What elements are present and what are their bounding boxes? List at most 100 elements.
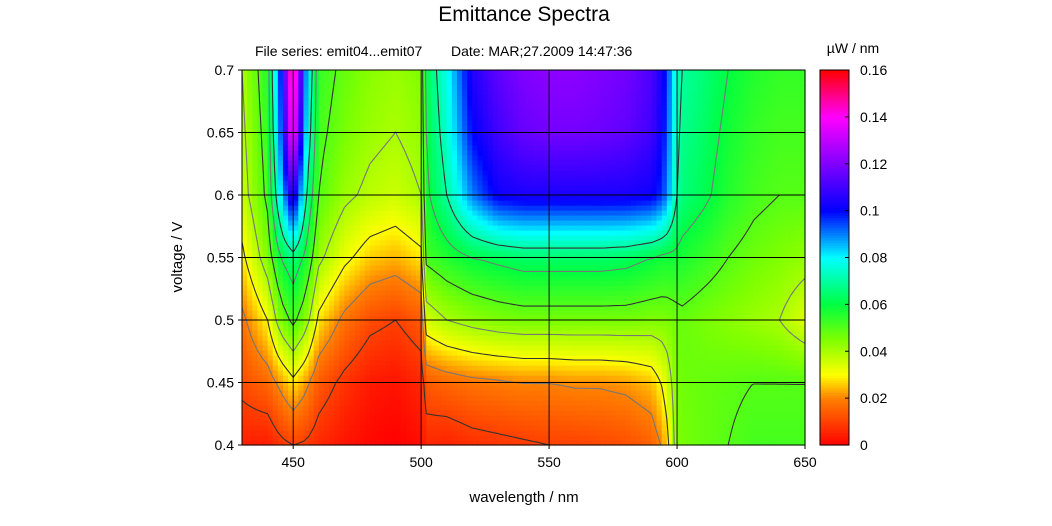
heatmap-cell: [799, 280, 806, 286]
heatmap-cell: [569, 390, 576, 396]
heatmap-cell: [395, 425, 402, 431]
heatmap-cell: [508, 360, 514, 366]
heatmap-cell: [656, 225, 663, 231]
heatmap-cell: [431, 275, 438, 281]
heatmap-cell: [666, 300, 673, 306]
heatmap-cell: [712, 330, 719, 336]
heatmap-cell: [707, 325, 714, 331]
heatmap-cell: [692, 390, 699, 396]
heatmap-cell: [395, 290, 402, 296]
heatmap-cell: [282, 430, 289, 436]
heatmap-cell: [441, 230, 448, 236]
heatmap-cell: [421, 395, 427, 401]
heatmap-cell: [400, 415, 407, 421]
heatmap-cell: [543, 420, 550, 426]
heatmap-cell: [456, 440, 463, 446]
heatmap-cell: [477, 260, 484, 266]
heatmap-cell: [769, 410, 775, 416]
heatmap-cell: [416, 335, 422, 341]
heatmap-cell: [579, 430, 586, 436]
heatmap-cell: [620, 355, 627, 361]
heatmap-cell: [487, 305, 494, 311]
heatmap-cell: [513, 385, 519, 391]
heatmap-cell: [605, 415, 612, 421]
heatmap-cell: [487, 300, 494, 306]
heatmap-cell: [431, 265, 438, 271]
heatmap-cell: [702, 245, 709, 251]
heatmap-cell: [559, 390, 566, 396]
heatmap-cell: [390, 240, 397, 246]
heatmap-cell: [610, 230, 617, 236]
heatmap-cell: [549, 315, 555, 321]
heatmap-cell: [313, 250, 320, 256]
heatmap-cell: [426, 230, 432, 236]
heatmap-cell: [651, 275, 658, 281]
heatmap-cell: [779, 240, 786, 246]
heatmap-cell: [416, 355, 422, 361]
heatmap-cell: [743, 435, 750, 441]
heatmap-cell: [646, 310, 653, 316]
heatmap-cell: [610, 340, 617, 346]
heatmap-cell: [620, 395, 627, 401]
heatmap-cell: [656, 315, 663, 321]
heatmap-cell: [615, 410, 622, 416]
heatmap-cell: [339, 330, 345, 336]
heatmap-cell: [410, 415, 417, 421]
heatmap-cell: [334, 395, 340, 401]
heatmap-cell: [364, 285, 371, 291]
heatmap-cell: [405, 365, 412, 371]
heatmap-cell: [405, 275, 412, 281]
heatmap-cell: [272, 355, 279, 361]
heatmap-cell: [334, 410, 340, 416]
heatmap-cell: [671, 245, 678, 251]
heatmap-cell: [477, 320, 484, 326]
heatmap-cell: [308, 325, 315, 331]
heatmap-cell: [405, 345, 412, 351]
heatmap-cell: [272, 420, 279, 426]
heatmap-cell: [446, 420, 453, 426]
heatmap-cell: [769, 270, 775, 276]
heatmap-cell: [549, 350, 555, 356]
heatmap-cell: [584, 310, 591, 316]
heatmap-cell: [636, 345, 642, 351]
heatmap-cell: [282, 340, 289, 346]
heatmap-cell: [661, 405, 668, 411]
heatmap-cell: [462, 300, 468, 306]
heatmap-cell: [303, 440, 310, 446]
heatmap-cell: [359, 235, 366, 241]
heatmap-cell: [564, 420, 571, 426]
heatmap-cell: [692, 235, 699, 241]
heatmap-cell: [733, 365, 740, 371]
heatmap-cell: [625, 250, 632, 256]
heatmap-cell: [656, 220, 663, 226]
heatmap-cell: [641, 230, 647, 236]
heatmap-cell: [349, 395, 356, 401]
heatmap-cell: [697, 435, 704, 441]
heatmap-cell: [497, 275, 504, 281]
heatmap-cell: [764, 360, 770, 366]
heatmap-cell: [344, 410, 351, 416]
heatmap-cell: [533, 385, 540, 391]
heatmap-cell: [247, 280, 253, 286]
heatmap-cell: [574, 240, 581, 246]
heatmap-cell: [600, 340, 606, 346]
heatmap-cell: [661, 325, 668, 331]
heatmap-cell: [293, 265, 299, 271]
heatmap-cell: [630, 225, 637, 231]
heatmap-cell: [641, 370, 647, 376]
heatmap-cell: [605, 225, 612, 231]
heatmap-cell: [349, 295, 356, 301]
heatmap-cell: [554, 440, 560, 446]
heatmap-cell: [334, 350, 340, 356]
heatmap-cell: [569, 410, 576, 416]
heatmap-cell: [707, 305, 714, 311]
heatmap-cell: [416, 395, 422, 401]
heatmap-cell: [549, 345, 555, 351]
heatmap-cell: [441, 220, 448, 226]
heatmap-cell: [769, 240, 775, 246]
heatmap-cell: [282, 285, 289, 291]
heatmap-cell: [262, 375, 269, 381]
heatmap-cell: [559, 260, 566, 266]
heatmap-cell: [318, 385, 325, 391]
heatmap-cell: [426, 295, 432, 301]
